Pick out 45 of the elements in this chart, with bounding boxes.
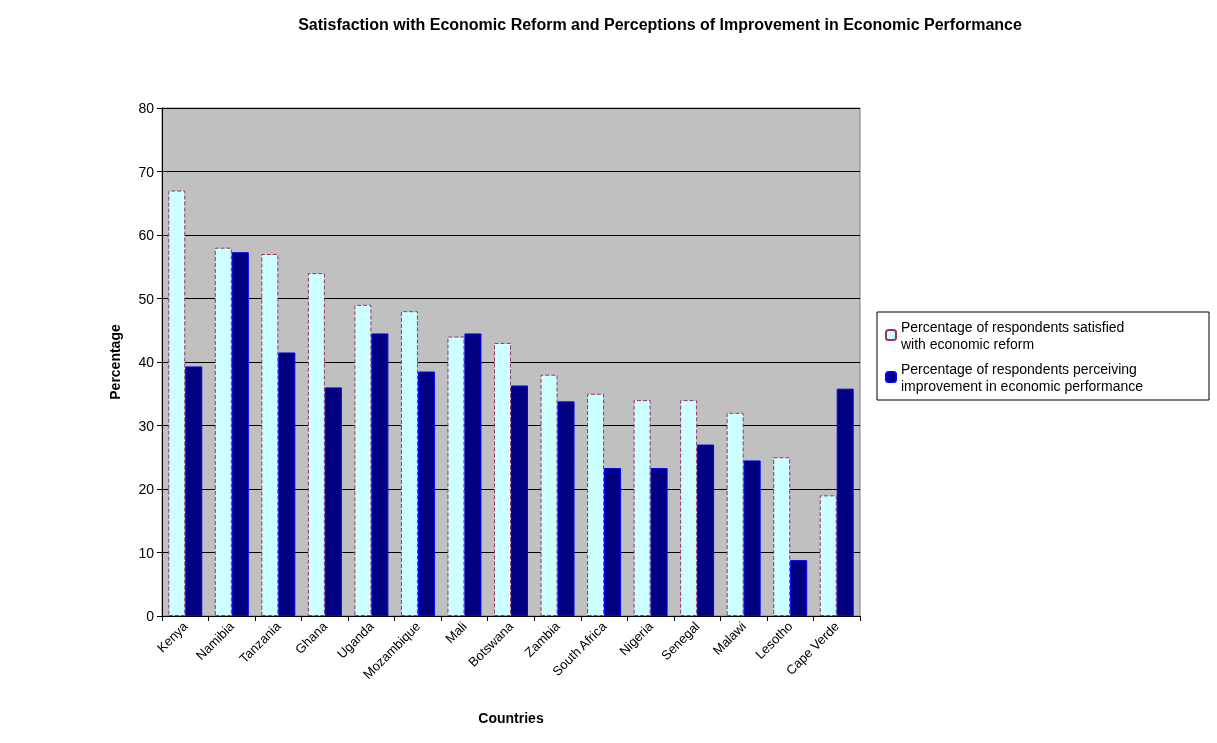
bar <box>447 336 465 616</box>
bar <box>400 311 418 616</box>
y-tick-label: 10 <box>138 544 155 561</box>
bar <box>743 460 761 616</box>
y-tick-label: 0 <box>146 608 155 624</box>
bar <box>371 333 389 616</box>
bar <box>307 273 325 616</box>
bar <box>633 400 651 616</box>
bar <box>819 495 837 616</box>
bar <box>604 468 622 616</box>
bar <box>417 371 435 616</box>
bar <box>773 457 791 616</box>
y-axis-title: Percentage <box>107 324 123 400</box>
y-tick-label: 70 <box>138 163 155 180</box>
y-tick-label: 40 <box>138 354 155 370</box>
chart-title: Satisfaction with Economic Reform and Perceptions of Improvement in Economic Performance <box>298 15 1022 33</box>
bar <box>790 560 808 616</box>
x-axis-title: Countries <box>478 710 544 726</box>
y-tick-label: 60 <box>138 227 155 243</box>
bar <box>324 387 342 616</box>
y-tick-label: 80 <box>138 100 155 116</box>
y-tick-label: 30 <box>138 417 155 434</box>
legend-label: Percentage of respondents perceiving improvement in economic performance <box>901 360 1144 394</box>
bar <box>231 252 249 616</box>
bar <box>511 385 528 616</box>
bar <box>261 254 279 616</box>
y-tick-label: 20 <box>138 481 155 497</box>
y-tick-label: 50 <box>138 290 155 307</box>
bar <box>587 393 605 616</box>
bar <box>540 374 558 616</box>
bar <box>650 468 668 616</box>
bar <box>557 401 575 616</box>
bar <box>168 190 186 616</box>
bar <box>726 412 744 616</box>
x-tick-label: Mali <box>442 618 470 647</box>
bar <box>214 247 232 616</box>
bar <box>185 366 203 616</box>
bar <box>697 444 715 616</box>
bar <box>354 304 372 616</box>
bar <box>494 342 511 616</box>
bar <box>464 333 482 616</box>
bar <box>278 352 296 616</box>
bar <box>680 400 698 616</box>
bar <box>836 388 854 616</box>
legend-label: Percentage of respondents satisfied with economic reform <box>900 318 1129 352</box>
